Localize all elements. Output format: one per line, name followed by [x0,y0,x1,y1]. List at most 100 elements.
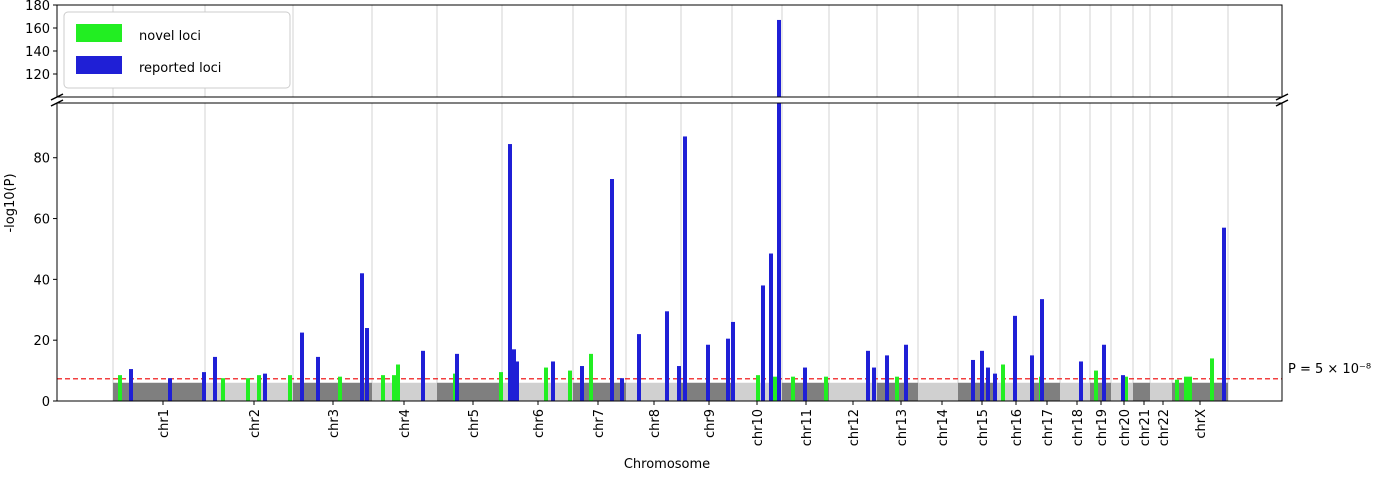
x-axis-label: Chromosome [624,457,710,472]
plot-frame-lower [56,102,1283,402]
background-snps [1060,382,1090,401]
x-tick-label: chr19 [1095,409,1110,446]
locus [706,344,710,401]
legend: novel loci reported loci [63,11,291,89]
locus [381,375,385,401]
locus [971,359,975,401]
legend-box [63,11,291,89]
background-snps [437,382,502,401]
x-tick-label: chr13 [895,409,910,446]
legend-label: reported loci [139,61,221,76]
y-tick-label: 120 [25,68,50,83]
x-tick-label: chr8 [648,409,663,438]
locus [455,353,459,401]
x-tick-label: chr17 [1041,409,1056,446]
x-tick-label: chr22 [1157,409,1172,446]
locus [221,378,225,401]
locus [1188,376,1192,401]
x-tick-label: chr15 [976,409,991,446]
locus [761,285,765,401]
x-tick-label: chr4 [398,409,413,438]
locus [726,338,730,401]
y-axis-label: -log10(P) [3,173,18,232]
locus [1040,299,1044,401]
locus [824,376,828,401]
background-snps [918,382,958,401]
locus [1013,315,1017,401]
locus [544,367,548,401]
locus [1222,227,1226,401]
x-tick-label: chr21 [1138,409,1153,446]
x-tick-label: chr5 [467,409,482,438]
locus [731,321,735,401]
locus [580,366,584,401]
locus [551,361,555,401]
locus [1124,376,1128,401]
locus [1210,358,1214,401]
background-snps [502,382,573,401]
locus-upper [777,19,781,98]
x-tick-label: chr12 [847,409,862,446]
background-snps [113,382,205,401]
locus [885,355,889,401]
locus [392,375,396,401]
locus [396,364,400,401]
y-tick-label: 180 [25,0,50,14]
x-tick-label: chr14 [936,409,951,446]
locus [904,344,908,401]
background-snps [293,382,372,401]
x-tick-label: chr10 [751,409,766,446]
locus [620,378,624,401]
y-tick-label: 80 [33,152,50,167]
locus [803,367,807,401]
locus [316,356,320,401]
locus [365,328,369,401]
axis-break [50,93,64,101]
y-tick-label: 140 [25,45,50,60]
axis-break [50,99,64,107]
locus [360,273,364,401]
x-tick-label: chr18 [1071,409,1086,446]
locus [515,361,519,401]
background-snps [1133,382,1150,401]
y-tick-label: 0 [42,395,50,410]
locus [1102,344,1106,401]
legend-swatch [76,24,122,42]
locus [1001,364,1005,401]
locus [168,378,172,401]
background-snps [1150,382,1172,401]
y-tick-label: 60 [33,213,50,228]
locus [993,373,997,401]
locus [610,179,614,401]
background-snps [1172,382,1228,401]
locus [866,350,870,401]
y-tick-label: 40 [33,273,50,288]
x-tick-label: chr1 [157,409,172,438]
background-snps [1090,382,1111,401]
locus [1030,355,1034,401]
locus [665,311,669,401]
locus [791,376,795,401]
locus [1079,361,1083,401]
locus [637,334,641,401]
locus [338,376,342,401]
locus [1184,376,1188,401]
locus [895,376,899,401]
locus [773,376,777,401]
locus [202,372,206,401]
locus [1121,375,1125,401]
x-tick-label: chr6 [532,409,547,438]
locus [683,136,687,401]
locus [1175,379,1179,401]
threshold-label: P = 5 × 10⁻⁸ [1288,362,1371,377]
legend-label: novel loci [139,29,201,44]
background-snps [626,382,681,401]
locus [508,144,512,401]
background-snps [829,382,877,401]
locus [246,378,250,401]
y-tick-label: 160 [25,22,50,37]
locus [118,375,122,401]
locus [986,367,990,401]
locus [512,349,516,401]
locus [568,370,572,401]
